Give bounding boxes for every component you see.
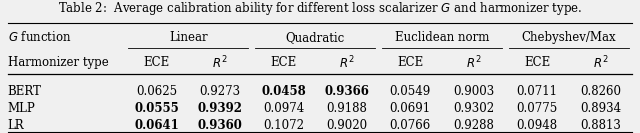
Text: Harmonizer type: Harmonizer type — [8, 56, 108, 69]
Text: $R^2$: $R^2$ — [212, 54, 228, 71]
Text: $R^2$: $R^2$ — [466, 54, 481, 71]
Text: 0.0766: 0.0766 — [390, 119, 431, 132]
Text: LR: LR — [8, 119, 24, 132]
Text: 0.9273: 0.9273 — [200, 85, 241, 98]
Text: Euclidean norm: Euclidean norm — [395, 31, 489, 44]
Text: 0.8260: 0.8260 — [580, 85, 621, 98]
Text: $R^2$: $R^2$ — [339, 54, 355, 71]
Text: 0.0549: 0.0549 — [390, 85, 431, 98]
Text: 0.8813: 0.8813 — [580, 119, 621, 132]
Text: MLP: MLP — [8, 102, 35, 115]
Text: 0.0775: 0.0775 — [516, 102, 558, 115]
Text: ECE: ECE — [397, 56, 424, 69]
Text: Quadratic: Quadratic — [285, 31, 345, 44]
Text: 0.0691: 0.0691 — [390, 102, 431, 115]
Text: 0.0641: 0.0641 — [134, 119, 179, 132]
Text: Linear: Linear — [169, 31, 207, 44]
Text: BERT: BERT — [8, 85, 42, 98]
Text: 0.0625: 0.0625 — [136, 85, 177, 98]
Text: 0.9302: 0.9302 — [453, 102, 494, 115]
Text: ECE: ECE — [270, 56, 296, 69]
Text: 0.0458: 0.0458 — [261, 85, 306, 98]
Text: Chebyshev/Max: Chebyshev/Max — [522, 31, 616, 44]
Text: 0.9188: 0.9188 — [326, 102, 367, 115]
Text: Table 2:  Average calibration ability for different loss scalarizer $G$ and harm: Table 2: Average calibration ability for… — [58, 0, 582, 17]
Text: 0.9392: 0.9392 — [198, 102, 243, 115]
Text: 0.0948: 0.0948 — [516, 119, 557, 132]
Text: 0.0555: 0.0555 — [134, 102, 179, 115]
Text: $R^2$: $R^2$ — [593, 54, 609, 71]
Text: 0.1072: 0.1072 — [263, 119, 304, 132]
Text: ECE: ECE — [143, 56, 170, 69]
Text: 0.0974: 0.0974 — [263, 102, 304, 115]
Text: 0.9288: 0.9288 — [453, 119, 494, 132]
Text: 0.0711: 0.0711 — [516, 85, 557, 98]
Text: $G$ function: $G$ function — [8, 30, 71, 44]
Text: 0.9003: 0.9003 — [453, 85, 494, 98]
Text: 0.9020: 0.9020 — [326, 119, 367, 132]
Text: ECE: ECE — [524, 56, 550, 69]
Text: 0.9366: 0.9366 — [324, 85, 369, 98]
Text: 0.9360: 0.9360 — [198, 119, 243, 132]
Text: 0.8934: 0.8934 — [580, 102, 621, 115]
